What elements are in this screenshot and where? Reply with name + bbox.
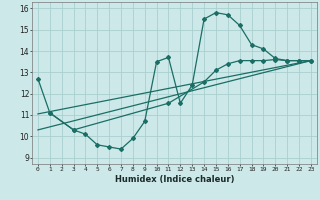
X-axis label: Humidex (Indice chaleur): Humidex (Indice chaleur) (115, 175, 234, 184)
